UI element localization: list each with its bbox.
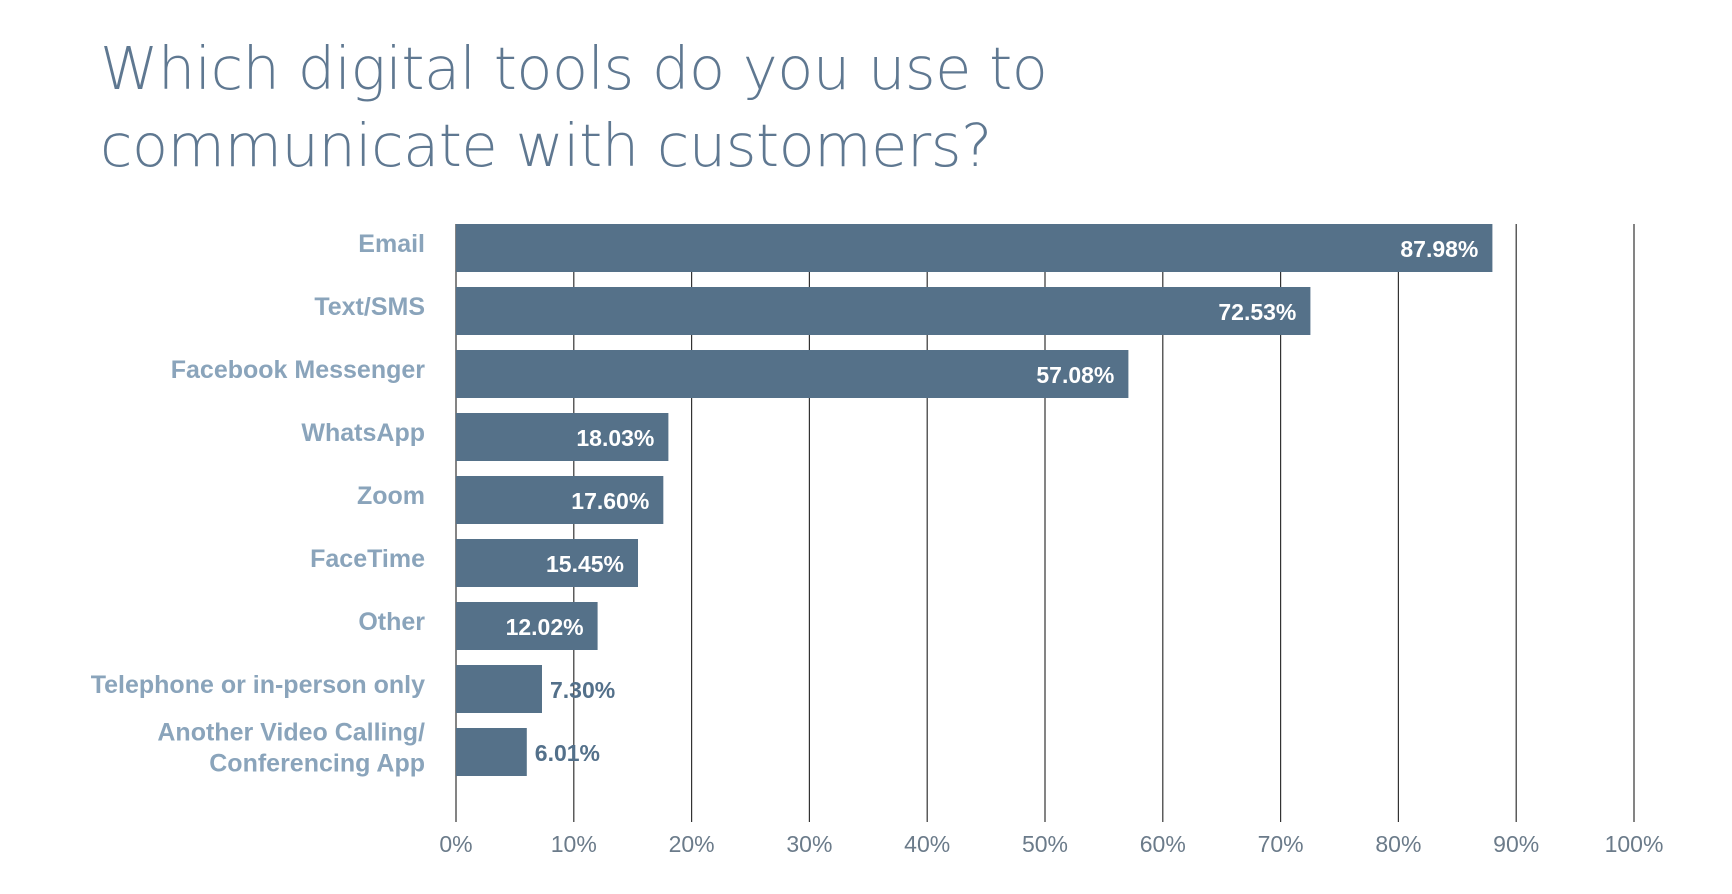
x-tick-labels: 0% 10% 20% 30% 40% 50% 60% 70% 80% 90% 100% (439, 831, 1663, 857)
bar-4 (456, 413, 669, 461)
bar-9 (456, 728, 527, 776)
x-tick-label-50: 50% (1022, 831, 1068, 857)
category-label-4: WhatsApp (301, 419, 425, 447)
chart-title: Which digital tools do you use to commun… (100, 34, 1048, 180)
x-tick-label-80: 80% (1375, 831, 1421, 857)
bar-7 (456, 602, 598, 650)
category-labels: Email Text/SMS Facebook Messenger WhatsApp Z… (91, 230, 426, 778)
category-label-5: Zoom (357, 482, 425, 510)
x-tick-label-40: 40% (904, 831, 950, 857)
value-label-8: 7.30% (550, 677, 615, 703)
x-tick-label-10: 10% (551, 831, 597, 857)
value-label-6: 15.45% (546, 551, 624, 577)
value-label-9: 6.01% (535, 740, 600, 766)
category-label-1: Email (358, 230, 425, 258)
bar-5 (456, 476, 664, 524)
x-tick-label-100: 100% (1605, 831, 1664, 857)
x-tick-label-30: 30% (786, 831, 832, 857)
bar-3 (456, 350, 1129, 398)
x-tick-label-60: 60% (1140, 831, 1186, 857)
value-labels: 87.98% 72.53% 57.08% 18.03% 17.60% 15.45% 12.0… (506, 236, 1479, 766)
bar-2 (456, 287, 1311, 335)
category-label-2: Text/SMS (314, 293, 425, 321)
x-tick-label-90: 90% (1493, 831, 1539, 857)
category-label-9: Another Video Calling/Conferencing App (157, 719, 425, 778)
value-label-1: 87.98% (1400, 236, 1478, 262)
value-label-5: 17.60% (571, 488, 649, 514)
bar-8 (456, 665, 542, 713)
category-label-3: Facebook Messenger (171, 356, 426, 384)
category-label-7: Other (358, 608, 425, 636)
value-label-4: 18.03% (576, 425, 654, 451)
category-label-8: Telephone or in-person only (91, 671, 425, 699)
x-tick-label-20: 20% (669, 831, 715, 857)
x-tick-label-70: 70% (1258, 831, 1304, 857)
bar-6 (456, 539, 639, 587)
category-label-6: FaceTime (310, 545, 425, 573)
bar-1 (456, 224, 1493, 272)
value-label-7: 12.02% (506, 614, 584, 640)
value-label-2: 72.53% (1218, 299, 1296, 325)
value-label-3: 57.08% (1036, 362, 1114, 388)
bars (456, 224, 1493, 776)
x-tick-label-0: 0% (439, 831, 472, 857)
